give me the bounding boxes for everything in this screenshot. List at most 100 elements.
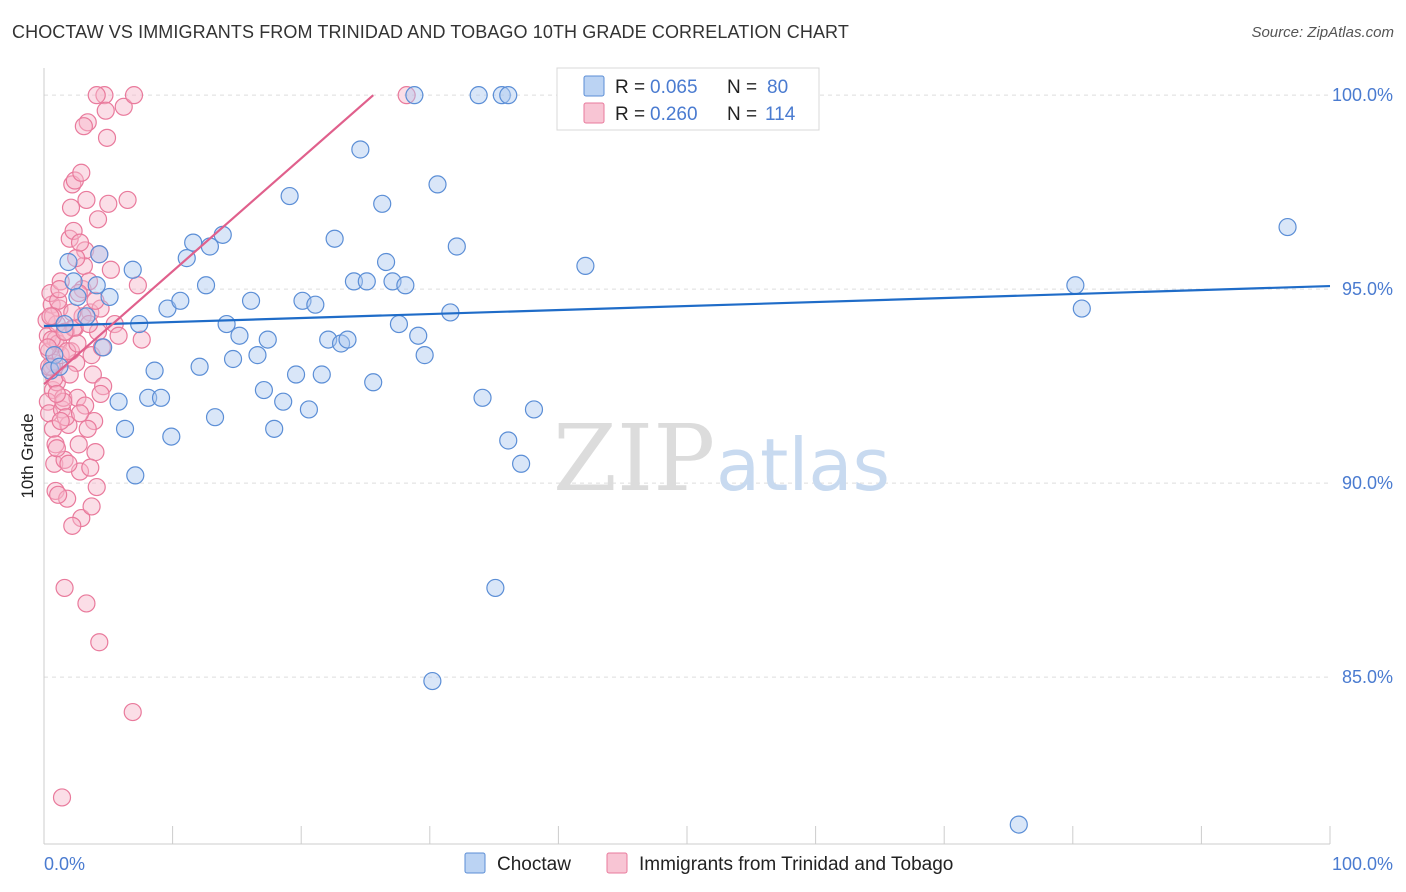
point-trinidad-97 — [81, 458, 100, 477]
point-trinidad-29 — [64, 221, 83, 241]
trendlines — [43, 94, 1331, 386]
data-points — [37, 86, 1297, 834]
point-choctaw-75 — [1072, 299, 1091, 318]
chart-title: CHOCTAW VS IMMIGRANTS FROM TRINIDAD AND … — [12, 22, 849, 42]
point-trinidad-14 — [45, 454, 64, 473]
legend-r-label-trinidad: R = — [615, 104, 645, 125]
point-trinidad-54 — [96, 101, 115, 120]
point-choctaw-17 — [162, 427, 181, 446]
legend-n-value-trinidad: 114 — [765, 104, 796, 125]
point-trinidad-98 — [82, 497, 101, 516]
point-trinidad-56 — [99, 194, 118, 213]
series-legend: Choctaw Immigrants from Trinidad and Tob… — [464, 852, 953, 875]
x-tick-label-max: 100.0% — [1332, 854, 1393, 874]
y-tick-label-1: 90.0% — [1342, 473, 1393, 493]
point-trinidad-66 — [77, 594, 96, 613]
point-choctaw-49 — [373, 194, 392, 213]
bottom-legend-label-choctaw: Choctaw — [497, 854, 571, 875]
legend-n-value-choctaw: 80 — [767, 77, 788, 98]
point-trinidad-64 — [132, 330, 151, 349]
point-trinidad-87 — [59, 454, 78, 473]
legend-n-label-choctaw: N = — [727, 77, 757, 98]
x-tick-label-min: 0.0% — [44, 854, 85, 874]
point-choctaw-57 — [428, 175, 447, 194]
point-choctaw-68 — [469, 86, 488, 105]
point-trinidad-57 — [101, 260, 120, 279]
point-choctaw-70 — [499, 86, 518, 105]
point-trinidad-77 — [50, 280, 69, 299]
x-tick-labels: 0.0% 100.0% — [44, 854, 1393, 874]
point-choctaw-50 — [376, 252, 396, 272]
point-trinidad-60 — [114, 97, 133, 116]
point-choctaw-53 — [396, 276, 415, 295]
point-choctaw-25 — [213, 225, 232, 244]
point-choctaw-52 — [389, 314, 409, 334]
point-trinidad-83 — [47, 439, 66, 458]
point-choctaw-7 — [94, 338, 113, 357]
point-choctaw-27 — [223, 349, 243, 369]
point-trinidad-63 — [128, 276, 147, 295]
point-choctaw-46 — [351, 140, 370, 159]
watermark-zip: ZIP — [553, 405, 715, 512]
point-choctaw-18 — [171, 291, 190, 310]
legend-r-label-choctaw: R = — [615, 77, 645, 98]
point-choctaw-69 — [492, 86, 511, 105]
point-choctaw-1 — [55, 314, 74, 334]
point-choctaw-4 — [77, 307, 96, 326]
point-choctaw-29 — [241, 291, 261, 310]
point-trinidad-73 — [74, 117, 93, 136]
point-choctaw-8 — [100, 287, 119, 307]
y-axis-label: 10th Grade — [18, 413, 37, 498]
point-trinidad-111 — [51, 411, 70, 431]
point-choctaw-60 — [473, 388, 492, 407]
point-trinidad-55 — [97, 128, 117, 147]
point-choctaw-42 — [325, 229, 344, 248]
point-choctaw-61 — [486, 578, 505, 598]
stats-legend: R = 0.065 N = 80 R = 0.260 N = 114 — [556, 67, 820, 131]
point-trinidad-48 — [88, 210, 108, 229]
point-trinidad-109 — [47, 384, 66, 404]
point-trinidad-27 — [61, 198, 81, 217]
point-choctaw-73 — [1009, 815, 1028, 834]
watermark-atlas: atlas — [716, 423, 890, 507]
point-trinidad-99 — [86, 291, 105, 310]
y-tick-labels: 85.0% 90.0% 95.0% 100.0% — [1332, 85, 1393, 687]
point-choctaw-54 — [409, 326, 428, 345]
point-trinidad-39 — [77, 190, 96, 210]
point-trinidad-93 — [70, 233, 90, 252]
point-choctaw-59 — [447, 237, 466, 256]
bottom-legend-swatch-choctaw — [464, 852, 486, 874]
point-choctaw-63 — [512, 454, 531, 473]
point-choctaw-22 — [196, 276, 216, 295]
point-choctaw-31 — [254, 380, 274, 400]
legend-r-value-trinidad: 0.260 — [650, 104, 698, 125]
point-choctaw-14 — [145, 361, 164, 380]
point-trinidad-24 — [58, 489, 77, 508]
point-choctaw-45 — [344, 272, 364, 291]
y-tick-label-2: 95.0% — [1342, 279, 1393, 299]
point-trinidad-103 — [55, 322, 74, 341]
point-trinidad-96 — [78, 419, 97, 438]
point-choctaw-3 — [64, 272, 83, 291]
point-trinidad-75 — [397, 86, 416, 105]
y-tick-label-3: 100.0% — [1332, 85, 1393, 105]
point-trinidad-19 — [51, 272, 70, 291]
point-choctaw-24 — [205, 408, 225, 427]
point-trinidad-47 — [87, 477, 106, 497]
legend-swatch-trinidad — [583, 102, 605, 124]
gridlines — [44, 94, 1330, 678]
y-tick-label-0: 85.0% — [1342, 667, 1393, 687]
legend-swatch-choctaw — [583, 75, 605, 97]
bottom-legend-swatch-trinidad — [606, 852, 628, 874]
point-choctaw-66 — [126, 466, 145, 485]
point-choctaw-32 — [258, 330, 277, 349]
point-choctaw-48 — [364, 373, 383, 392]
point-trinidad-101 — [91, 384, 110, 404]
point-choctaw-67 — [405, 86, 424, 105]
point-trinidad-74 — [87, 86, 106, 105]
trendline-trinidad — [43, 94, 374, 386]
point-trinidad-65 — [55, 578, 74, 598]
point-trinidad-61 — [118, 190, 137, 210]
point-choctaw-56 — [423, 671, 442, 691]
point-choctaw-15 — [151, 388, 171, 407]
